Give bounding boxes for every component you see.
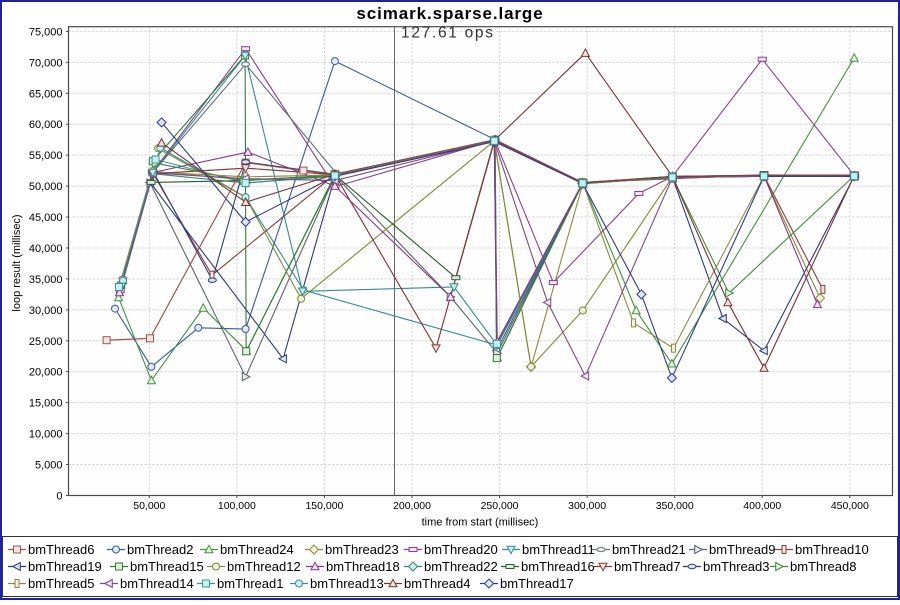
svg-text:scimark.sparse.large: scimark.sparse.large xyxy=(356,4,543,23)
svg-text:450,000: 450,000 xyxy=(831,500,869,512)
svg-text:10,000: 10,000 xyxy=(29,429,63,441)
svg-text:400,000: 400,000 xyxy=(743,500,781,512)
svg-text:bmThread6: bmThread6 xyxy=(28,542,94,557)
svg-text:bmThread3: bmThread3 xyxy=(703,559,769,574)
svg-text:bmThread11: bmThread11 xyxy=(522,542,595,557)
svg-text:30,000: 30,000 xyxy=(29,305,63,317)
svg-text:bmThread14: bmThread14 xyxy=(120,576,194,591)
svg-text:bmThread8: bmThread8 xyxy=(790,559,856,574)
svg-text:50,000: 50,000 xyxy=(133,500,165,512)
svg-text:bmThread16: bmThread16 xyxy=(521,559,595,574)
svg-text:250,000: 250,000 xyxy=(481,500,519,512)
svg-text:45,000: 45,000 xyxy=(29,212,63,224)
svg-text:bmThread21: bmThread21 xyxy=(612,542,686,557)
svg-text:150,000: 150,000 xyxy=(305,500,343,512)
svg-text:40,000: 40,000 xyxy=(29,243,63,255)
svg-text:300,000: 300,000 xyxy=(568,500,606,512)
svg-text:bmThread20: bmThread20 xyxy=(424,542,498,557)
svg-text:50,000: 50,000 xyxy=(29,181,63,193)
svg-text:bmThread18: bmThread18 xyxy=(326,559,400,574)
svg-text:bmThread4: bmThread4 xyxy=(404,576,470,591)
svg-text:bmThread22: bmThread22 xyxy=(424,559,498,574)
svg-text:bmThread23: bmThread23 xyxy=(325,542,399,557)
svg-text:55,000: 55,000 xyxy=(29,150,63,162)
svg-text:75,000: 75,000 xyxy=(29,26,63,38)
svg-text:70,000: 70,000 xyxy=(29,57,63,69)
svg-text:bmThread17: bmThread17 xyxy=(500,576,574,591)
svg-text:0: 0 xyxy=(56,491,62,503)
svg-text:bmThread24: bmThread24 xyxy=(220,542,294,557)
svg-text:200,000: 200,000 xyxy=(393,500,431,512)
svg-text:35,000: 35,000 xyxy=(29,274,63,286)
svg-text:bmThread1: bmThread1 xyxy=(217,576,283,591)
svg-text:bmThread10: bmThread10 xyxy=(795,542,869,557)
svg-text:25,000: 25,000 xyxy=(29,336,63,348)
svg-text:bmThread12: bmThread12 xyxy=(227,559,301,574)
svg-text:bmThread2: bmThread2 xyxy=(127,542,193,557)
svg-text:loop result (millisec): loop result (millisec) xyxy=(11,214,23,311)
svg-text:bmThread19: bmThread19 xyxy=(28,559,102,574)
svg-text:350,000: 350,000 xyxy=(656,500,694,512)
svg-text:15,000: 15,000 xyxy=(29,398,63,410)
svg-text:bmThread7: bmThread7 xyxy=(614,559,680,574)
svg-text:bmThread9: bmThread9 xyxy=(709,542,775,557)
svg-text:127.61 ops: 127.61 ops xyxy=(401,25,495,42)
svg-text:bmThread15: bmThread15 xyxy=(130,559,204,574)
svg-text:20,000: 20,000 xyxy=(29,367,63,379)
svg-text:time from start (millisec): time from start (millisec) xyxy=(422,517,539,529)
svg-text:bmThread5: bmThread5 xyxy=(28,576,94,591)
svg-text:60,000: 60,000 xyxy=(29,119,63,131)
svg-text:65,000: 65,000 xyxy=(29,88,63,100)
svg-text:100,000: 100,000 xyxy=(218,500,256,512)
svg-text:bmThread13: bmThread13 xyxy=(310,576,384,591)
svg-text:5,000: 5,000 xyxy=(35,460,63,472)
